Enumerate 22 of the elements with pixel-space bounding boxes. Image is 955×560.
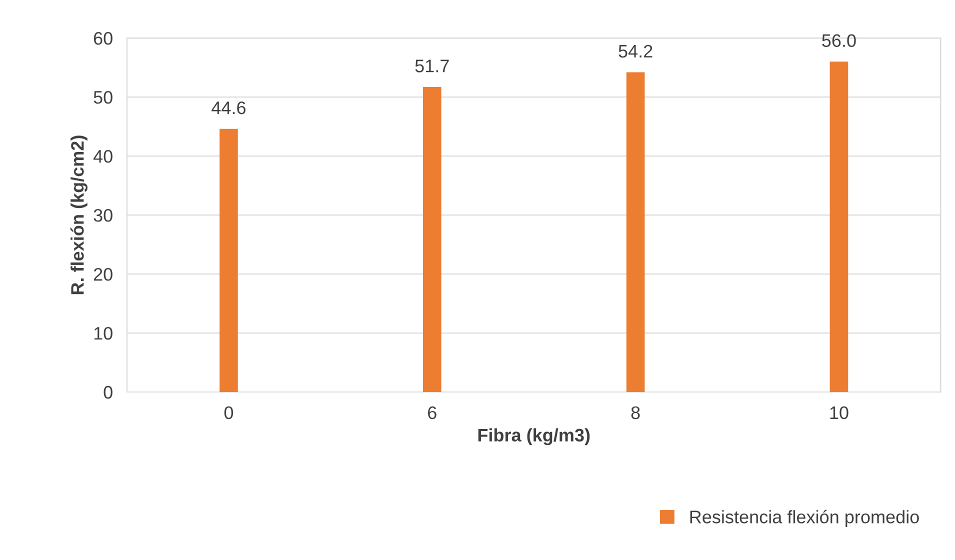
y-tick-label: 20 (94, 268, 112, 281)
y-tick-label: 10 (94, 326, 112, 340)
y-tick-label: 50 (94, 91, 112, 104)
text: 51.7 (415, 60, 449, 72)
bar (830, 62, 848, 392)
bar (626, 72, 645, 392)
y-tick-label: 40 (93, 150, 112, 163)
x-axis-title: Fibra (kg/m3) (478, 428, 590, 446)
y-tick-label: 60 (94, 32, 112, 45)
x-tick-label: 0 (224, 406, 234, 420)
bar (220, 128, 238, 392)
y-tick-label: 0 (104, 386, 112, 399)
text: 44.6 (212, 101, 246, 114)
legend-label: Resistencia flexión promedio (690, 510, 919, 527)
y-tick-label: 30 (94, 208, 112, 222)
text: 54.2 (618, 44, 652, 58)
text: 56.0 (822, 34, 856, 47)
x-tick-label: 10 (830, 406, 848, 420)
x-tick-label: 6 (428, 406, 436, 420)
bar (422, 87, 442, 392)
y-axis-title: R. flexión (kg/cm2) (70, 136, 88, 294)
x-tick-label: 8 (631, 406, 640, 420)
